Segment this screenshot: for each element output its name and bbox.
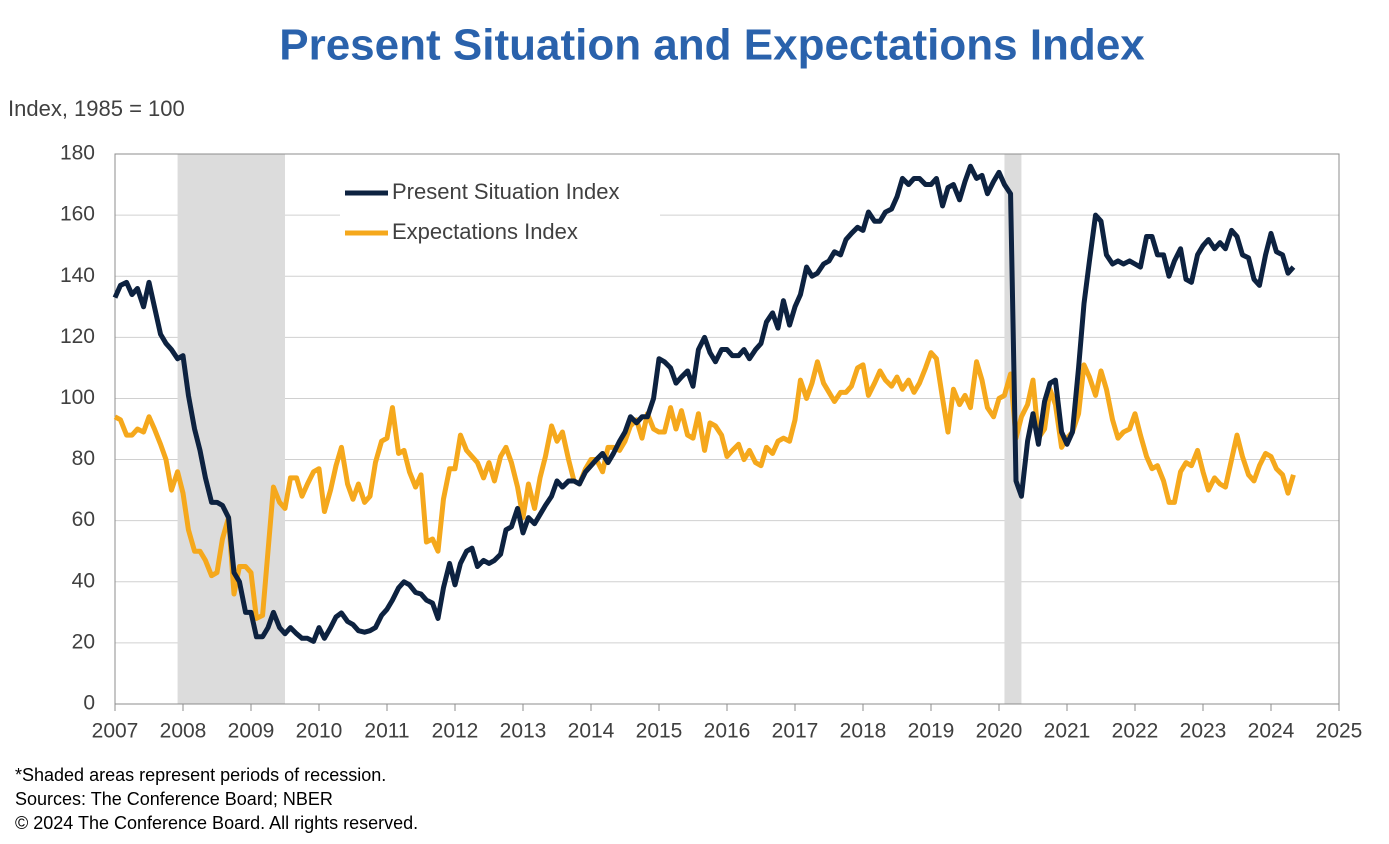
y-tick-label: 80 [72, 447, 95, 470]
chart-title: Present Situation and Expectations Index [279, 21, 1145, 70]
y-axis-label: Index, 1985 = 100 [8, 96, 185, 121]
legend-box [340, 174, 660, 274]
x-tick-label: 2007 [92, 720, 139, 743]
x-tick-label: 2016 [704, 720, 751, 743]
y-tick-label: 180 [60, 142, 95, 165]
y-tick-label: 0 [83, 692, 95, 715]
series-line [112, 163, 1296, 644]
y-tick-label: 60 [72, 508, 95, 531]
y-tick-label: 120 [60, 325, 95, 348]
x-tick-label: 2008 [160, 720, 207, 743]
x-tick-label: 2013 [500, 720, 547, 743]
x-tick-label: 2020 [976, 720, 1023, 743]
series-line [113, 350, 1296, 621]
x-tick-label: 2018 [840, 720, 887, 743]
y-tick-label: 20 [72, 630, 95, 653]
x-tick-label: 2009 [228, 720, 275, 743]
x-tick-label: 2023 [1180, 720, 1227, 743]
x-tick-label: 2025 [1316, 720, 1363, 743]
legend-label: Present Situation Index [392, 179, 619, 204]
x-tick-label: 2017 [772, 720, 819, 743]
y-tick-label: 40 [72, 569, 95, 592]
x-tick-label: 2015 [636, 720, 683, 743]
legend-label: Expectations Index [392, 219, 578, 244]
x-tick-label: 2021 [1044, 720, 1091, 743]
x-tick-label: 2010 [296, 720, 343, 743]
y-tick-label: 100 [60, 386, 95, 409]
x-tick-label: 2014 [568, 720, 615, 743]
x-tick-label: 2019 [908, 720, 955, 743]
footnote: *Shaded areas represent periods of reces… [15, 765, 386, 785]
plot-border [114, 153, 1340, 705]
y-tick-label: 140 [60, 264, 95, 287]
x-tick-label: 2022 [1112, 720, 1159, 743]
x-tick-label: 2011 [364, 720, 409, 743]
footnote: © 2024 The Conference Board. All rights … [15, 813, 418, 833]
x-tick-label: 2024 [1248, 720, 1295, 743]
x-tick-label: 2012 [432, 720, 479, 743]
footnote: Sources: The Conference Board; NBER [15, 789, 333, 809]
y-tick-label: 160 [60, 203, 95, 226]
